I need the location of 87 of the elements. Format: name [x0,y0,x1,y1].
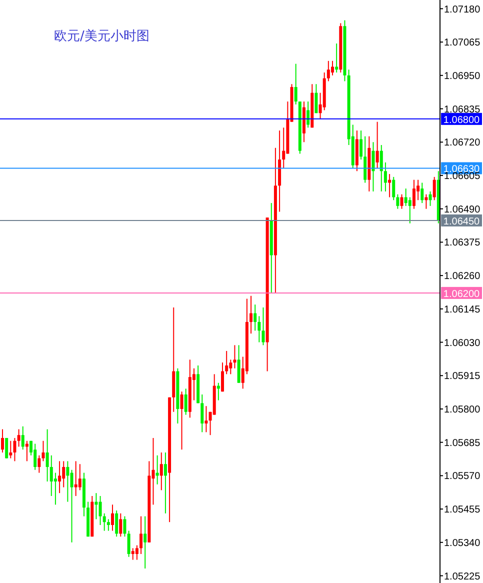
text: 欧元/美元小时图 [54,28,150,45]
y-tick-label: 1.05685 [444,438,481,449]
y-tick-label: 1.06835 [444,104,481,116]
candlestick [46,428,49,482]
y-tick-label: 1.06030 [444,338,481,349]
candlestick [372,142,375,192]
candlestick [314,84,318,114]
y-tick-label: 1.05340 [444,538,481,549]
y-tick-label: 1.05915 [444,371,481,382]
candlestick [140,516,143,554]
candlestick [17,428,20,448]
y-tick-label: 1.06145 [444,304,481,316]
candlestick [262,306,265,346]
candlestick [404,188,408,206]
candlestick [21,426,24,450]
candlestick [180,391,184,450]
y-tick-label: 1.06260 [444,271,481,282]
candlestick [384,162,387,192]
candlestick [115,510,118,538]
candlestick [376,121,379,169]
y-tick-label: 1.05800 [444,404,481,416]
candlestick [9,440,12,459]
candlestick [131,548,134,560]
candlestick [294,63,298,105]
ref-line-label: 1.06800 [443,114,480,126]
candlestick [70,469,74,543]
candlestick [135,544,138,560]
y-tick-label: 1.07180 [444,4,481,16]
candlestick [392,176,396,201]
candlestick [250,295,253,334]
candlestick [200,394,204,433]
candlestick [412,179,416,210]
candlestick [62,460,66,488]
candlestick [225,350,228,375]
candlestick [58,460,62,494]
candlestick [331,60,334,76]
candlestick [424,194,428,210]
candlestick [111,504,114,532]
candlestick [98,495,102,526]
y-tick-label: 1.05570 [444,471,481,482]
y-tick-label: 1.06375 [444,238,481,249]
candlestick [258,316,261,343]
candlestick [5,437,8,459]
candlestick [13,437,16,462]
candlestick [38,454,41,474]
y-tick-label: 1.06720 [444,138,481,149]
candlestick [306,101,310,128]
candlestick [396,194,400,210]
candlestick [364,136,367,184]
candlestick [428,190,432,206]
candlestick [102,512,106,532]
candlestick [1,428,4,453]
candlestick [42,440,45,462]
candlestick [123,516,126,538]
candlestick [408,196,412,224]
ref-line-label: 1.06450 [443,216,480,228]
candlestick [254,304,257,332]
y-tick-label: 1.06950 [444,70,481,82]
y-tick-label: 1.07065 [444,38,481,49]
candlestick [335,43,338,74]
candlestick [144,516,147,569]
candlestick [160,452,163,491]
candlestick [360,130,363,160]
candlestick [184,388,188,416]
candlestick [204,406,208,433]
candlestick [50,454,53,496]
candlestick [164,452,167,514]
candlestick [420,182,424,204]
candlestick [34,443,37,470]
candlestick [326,60,330,82]
candlestick [106,518,110,532]
candlestick [229,359,232,375]
candlestick [400,194,404,210]
candlestick [237,344,240,384]
ref-line-label: 1.06200 [443,288,480,300]
candlestick [221,362,224,392]
candlestick [233,344,236,369]
y-tick-label: 1.05225 [444,571,481,582]
candlestick [66,460,70,502]
candlestick [78,464,82,491]
candlestick [74,460,78,496]
candlestick [380,144,383,192]
y-tick-label: 1.06490 [444,204,481,216]
candlestick [127,530,130,558]
candlestick [119,512,122,538]
y-tick-label: 1.05455 [444,504,481,516]
candlestick [432,176,436,201]
